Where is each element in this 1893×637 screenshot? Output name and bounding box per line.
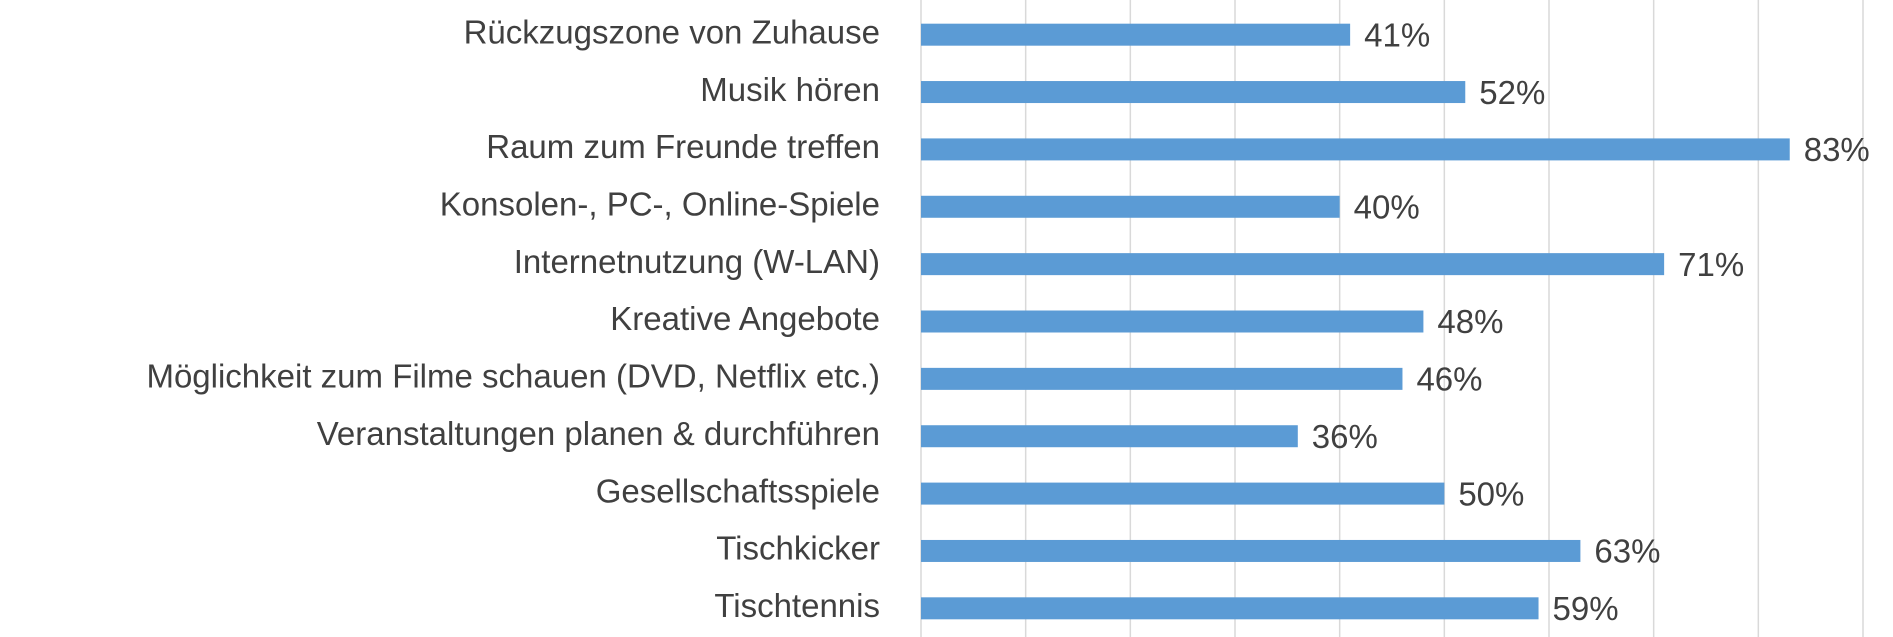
y-tick-label: Kreative Angebote xyxy=(610,300,880,337)
y-tick-label: Möglichkeit zum Filme schauen (DVD, Netf… xyxy=(146,358,880,395)
data-label: 48% xyxy=(1437,303,1503,340)
bar xyxy=(921,425,1298,448)
y-tick-label: Tischkicker xyxy=(716,530,880,567)
bar xyxy=(921,81,1466,104)
bar xyxy=(921,23,1351,46)
data-label: 52% xyxy=(1479,74,1545,111)
data-label: 63% xyxy=(1594,533,1660,570)
y-tick-label: Internetnutzung (W-LAN) xyxy=(514,243,880,280)
y-tick-label: Musik hören xyxy=(700,71,880,108)
y-tick-label: Rückzugszone von Zuhause xyxy=(464,13,880,50)
y-tick-label: Raum zum Freunde treffen xyxy=(486,128,880,165)
data-label: 36% xyxy=(1312,418,1378,455)
bar xyxy=(921,310,1424,333)
bar xyxy=(921,367,1403,390)
bar xyxy=(921,195,1340,218)
data-label: 59% xyxy=(1553,590,1619,627)
data-label: 41% xyxy=(1364,16,1430,53)
y-tick-label: Konsolen-, PC-, Online-Spiele xyxy=(440,185,880,222)
bar xyxy=(921,597,1539,620)
bar xyxy=(921,539,1581,562)
y-tick-label: Tischtennis xyxy=(714,587,880,624)
y-tick-label: Veranstaltungen planen & durchführen xyxy=(317,415,880,452)
bar xyxy=(921,138,1790,161)
bar xyxy=(921,253,1665,276)
data-label: 83% xyxy=(1804,131,1870,168)
data-label: 40% xyxy=(1354,188,1420,225)
data-label: 50% xyxy=(1458,475,1524,512)
data-label: 46% xyxy=(1416,361,1482,398)
data-label: 71% xyxy=(1678,246,1744,283)
bar xyxy=(921,482,1445,505)
y-tick-label: Gesellschaftsspiele xyxy=(596,472,880,509)
